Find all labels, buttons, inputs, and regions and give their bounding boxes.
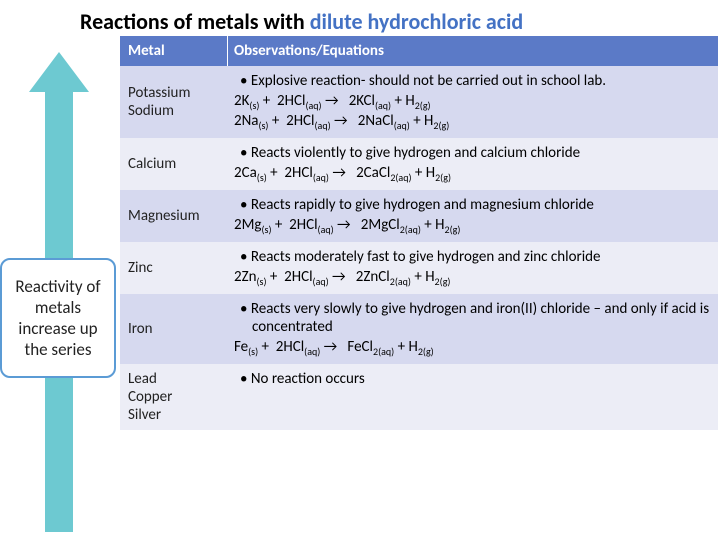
observation-bullet: Explosive reaction- should not be carrie… [234,72,710,90]
table-row: Iron Reacts very slowly to give hydrogen … [120,294,718,364]
metal-name: Iron [128,320,220,338]
equation: 2Ca(s) + 2HCl(aq) → 2CaCl2(aq) + H2(g) [234,164,710,184]
table-body: PotassiumSodium Explosive reaction- shoul… [120,66,718,430]
col-header-obs: Observations/Equations [228,36,718,66]
table-row: LeadCopperSilver No reaction occurs [120,364,718,430]
table-row: PotassiumSodium Explosive reaction- shoul… [120,66,718,138]
metal-name: Lead [128,370,220,388]
page-title: Reactions of metals with dilute hydrochl… [80,8,523,35]
metal-cell: Magnesium [120,190,228,242]
table-row: Magnesium Reacts rapidly to give hydrogen… [120,190,718,242]
title-accent: dilute hydrochloric acid [310,8,524,35]
observation-bullet: Reacts very slowly to give hydrogen and … [234,300,710,336]
observation-cell: Explosive reaction- should not be carrie… [228,66,718,138]
equation: 2Mg(s) + 2HCl(aq) → 2MgCl2(aq) + H2(g) [234,216,710,236]
observation-cell: Reacts moderately fast to give hydrogen … [228,242,718,294]
observation-bullet: Reacts violently to give hydrogen and ca… [234,144,710,162]
table-row: Calcium Reacts violently to give hydrogen… [120,138,718,190]
observation-cell: Reacts very slowly to give hydrogen and … [228,294,718,364]
metal-name: Copper [128,388,220,406]
equation: 2Na(s) + 2HCl(aq) → 2NaCl(aq) + H2(g) [234,112,710,132]
table-header-row: Metal Observations/Equations [120,36,718,66]
reactivity-label: Reactivity of metals increase up the ser… [0,258,116,378]
metal-cell: Calcium [120,138,228,190]
reactions-table: Metal Observations/Equations PotassiumSo… [120,36,718,430]
metal-name: Calcium [128,155,220,173]
title-plain: Reactions of metals with [80,8,310,35]
col-header-metal: Metal [120,36,228,66]
equation: 2Zn(s) + 2HCl(aq) → 2ZnCl2(aq) + H2(g) [234,268,710,288]
arrow-head-icon [29,52,89,92]
equation: 2K(s) + 2HCl(aq) → 2KCl(aq) + H2(g) [234,92,710,112]
observation-cell: No reaction occurs [228,364,718,430]
observation-bullet: Reacts moderately fast to give hydrogen … [234,248,710,266]
metal-name: Sodium [128,102,220,120]
observation-cell: Reacts violently to give hydrogen and ca… [228,138,718,190]
observation-bullet: No reaction occurs [234,370,710,388]
observation-bullet: Reacts rapidly to give hydrogen and magn… [234,196,710,214]
metal-cell: Zinc [120,242,228,294]
metal-cell: Iron [120,294,228,364]
metal-name: Magnesium [128,207,220,225]
observation-cell: Reacts rapidly to give hydrogen and magn… [228,190,718,242]
table-row: Zinc Reacts moderately fast to give hydro… [120,242,718,294]
metal-name: Zinc [128,259,220,277]
metal-name: Potassium [128,84,220,102]
metal-cell: PotassiumSodium [120,66,228,138]
metal-cell: LeadCopperSilver [120,364,228,430]
equation: Fe(s) + 2HCl(aq) → FeCl2(aq) + H2(g) [234,338,710,358]
metal-name: Silver [128,406,220,424]
